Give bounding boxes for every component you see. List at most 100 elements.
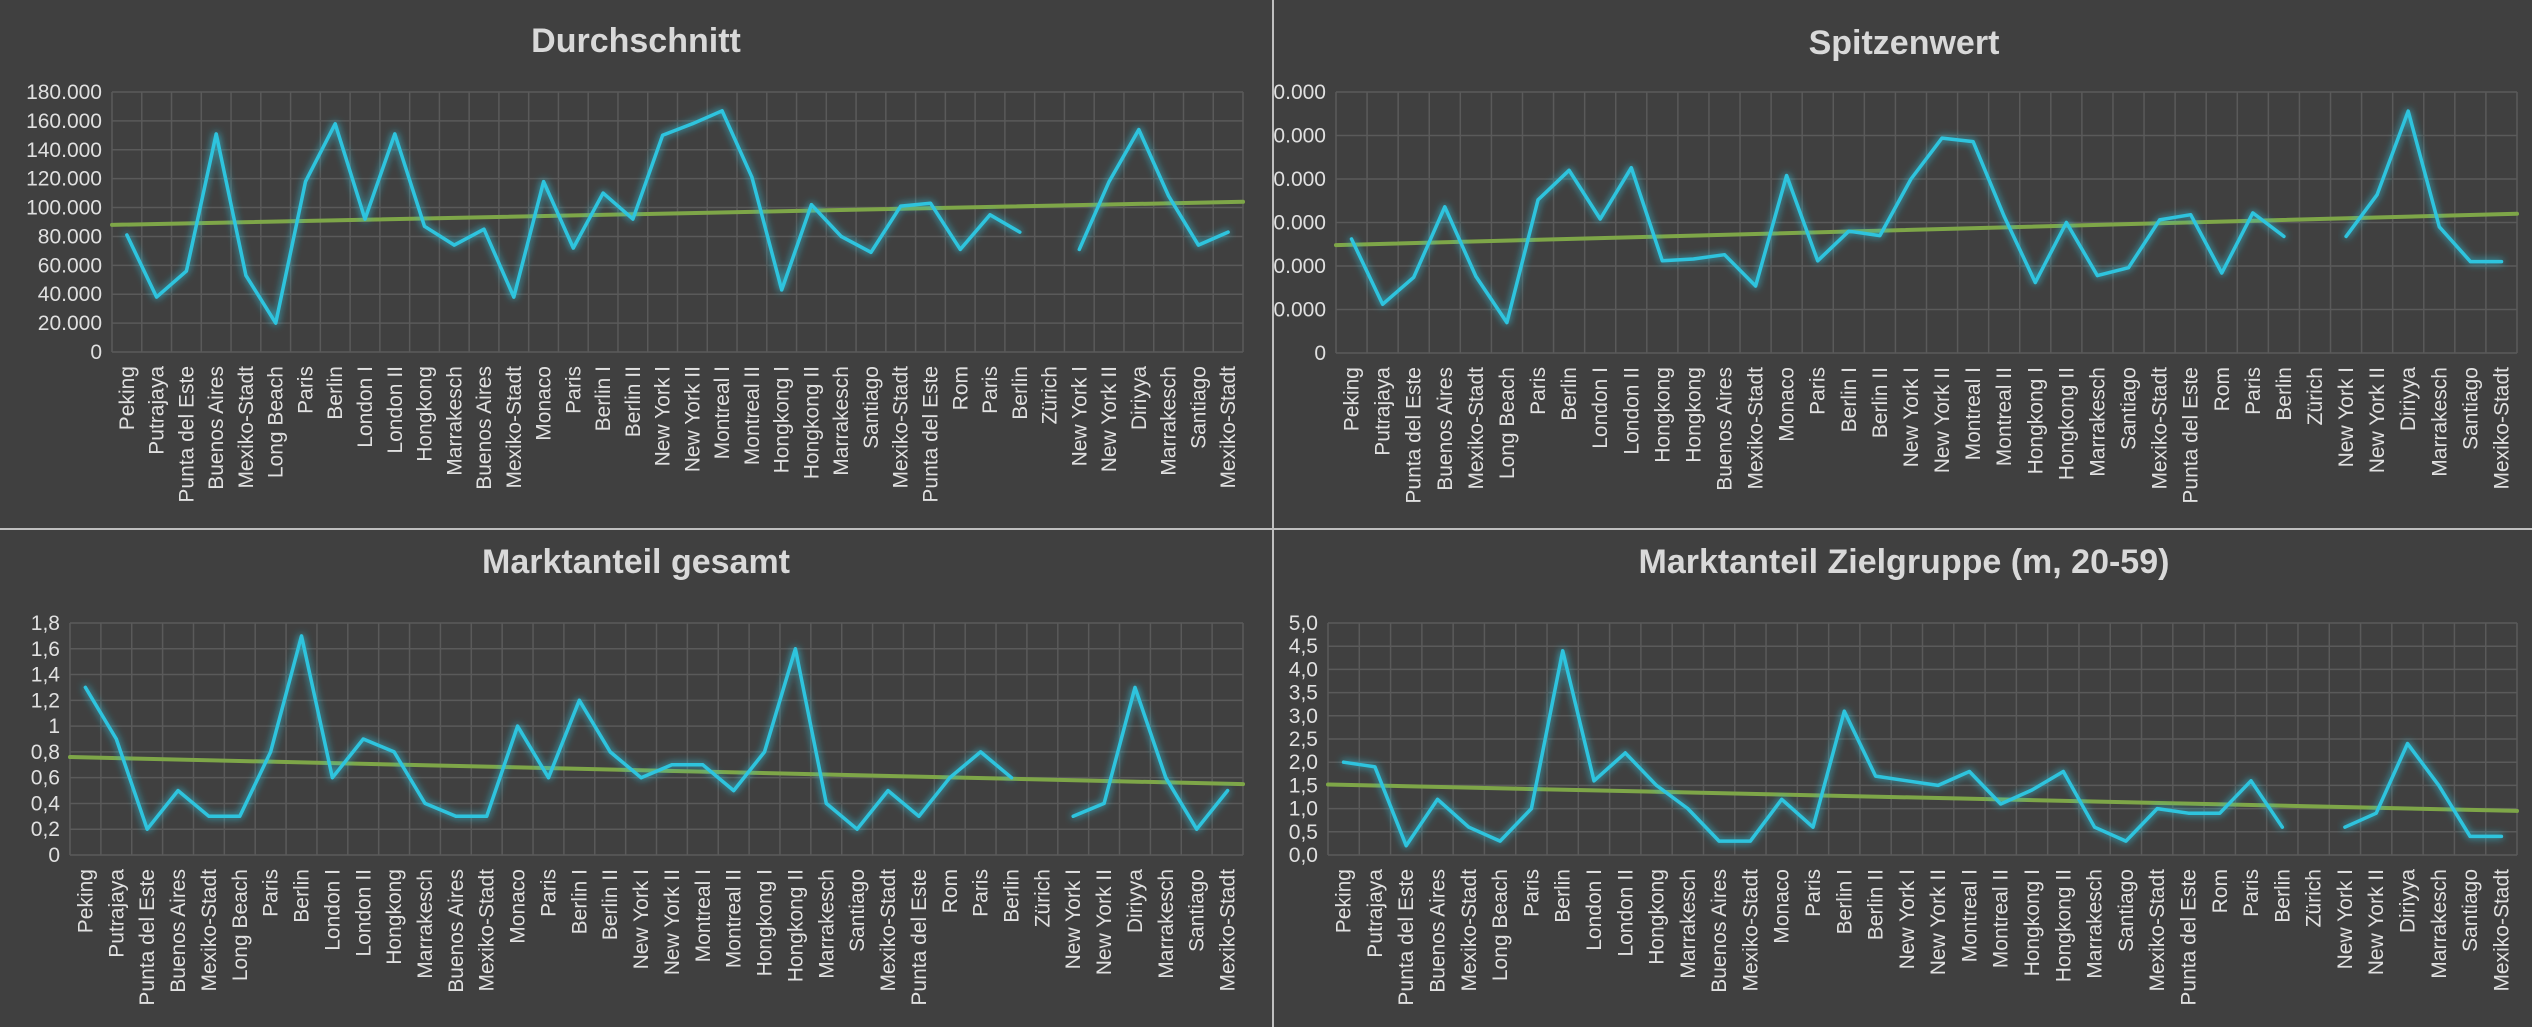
x-category-label: Berlin I [568, 869, 591, 934]
x-category-label: New York II [1093, 869, 1116, 975]
x-category-label: New York I [2335, 367, 2358, 467]
x-category-label: Mexiko-Stadt [1465, 367, 1488, 490]
x-category-label: Hongkong [1646, 869, 1669, 965]
y-tick-label: 4,5 [1289, 635, 1318, 658]
x-category-label: Paris [1520, 869, 1543, 917]
x-category-label: Hongkong II [2052, 869, 2075, 982]
x-category-label: Zürich [1031, 869, 1054, 927]
x-category-label: New York II [661, 869, 684, 975]
x-category-label: Berlin [1000, 869, 1023, 923]
x-category-label: Paris [970, 869, 993, 917]
x-category-label: Berlin [291, 869, 314, 923]
y-tick-label: 150.000 [1274, 212, 1326, 235]
x-category-label: Mexiko-Stadt [1217, 366, 1240, 489]
chart-spitzenwert: Spitzenwert 0 50.000 100.000 150.000 200.000 2… [1274, 0, 2532, 528]
x-category-label: Peking [1341, 367, 1364, 431]
x-category-label: Berlin I [592, 366, 615, 431]
x-category-label: Buenos Aires [473, 366, 496, 490]
x-category-label: Mexiko-Stadt [1739, 869, 1762, 992]
x-category-label: Paris [260, 869, 283, 917]
x-category-label: Marrakesch [2428, 367, 2451, 477]
y-tick-label: 200.000 [1274, 168, 1326, 191]
x-category-label: Buenos Aires [445, 869, 468, 993]
x-category-label: London II [1614, 869, 1637, 957]
y-tick-label: 0 [1314, 342, 1326, 365]
x-category-label: Putrajaya [146, 366, 169, 455]
x-category-label: Mexiko-Stadt [476, 869, 499, 992]
series-line [1341, 649, 2285, 848]
chart-title: Durchschnitt [531, 22, 741, 60]
y-tick-label: 250.000 [1274, 125, 1326, 148]
y-tick-label: 60.000 [38, 254, 102, 277]
x-category-label: Berlin I [1838, 367, 1861, 432]
y-tick-label: 140.000 [26, 139, 102, 162]
y-tick-label: 120.000 [26, 168, 102, 191]
y-tick-label: 1,4 [31, 664, 61, 687]
x-category-label: Peking [74, 869, 97, 933]
x-category-label: London II [352, 869, 375, 957]
x-category-label: Diriyya [2397, 367, 2420, 431]
x-category-label: Santiago [2459, 869, 2482, 952]
x-category-label: Punta del Este [908, 869, 931, 1006]
x-category-label: Marrakesch [2428, 869, 2451, 979]
x-category-label: New York I [1062, 869, 1085, 969]
x-category-label: Paris [1802, 869, 1825, 917]
x-category-label: Marrakesch [2086, 367, 2109, 477]
x-category-label: Buenos Aires [1708, 869, 1731, 993]
trend-line [1334, 211, 2519, 248]
x-category-label: Mexiko-Stadt [890, 366, 913, 489]
x-category-label: Paris [537, 869, 560, 917]
x-category-label: Buenos Aires [1434, 367, 1457, 491]
x-category-label: Punta del Este [919, 366, 942, 503]
chart-svg: Spitzenwert 0 50.000 100.000 150.000 200.000 2… [1274, 24, 2519, 504]
x-category-label: Hongkong I [2021, 869, 2044, 976]
y-tick-label: 5,0 [1289, 612, 1318, 635]
x-category-label: Hongkong [414, 366, 437, 462]
x-category-label: Peking [1333, 869, 1356, 933]
y-tick-label: 100.000 [26, 197, 102, 220]
y-tick-label: 3,5 [1289, 682, 1318, 705]
x-category-label: Marrakesch [830, 366, 853, 476]
x-category-label: New York II [1098, 366, 1121, 472]
x-category-label: Paris [2242, 367, 2265, 415]
x-category-label: Santiago [1186, 869, 1209, 952]
y-tick-label: 0 [48, 844, 60, 867]
y-tick-label: 3,0 [1289, 705, 1318, 728]
x-category-label: Montreal I [711, 366, 734, 459]
x-category-label: Mexiko-Stadt [877, 869, 900, 992]
x-category-label: New York II [2366, 367, 2389, 473]
x-category-label: Montreal II [1990, 869, 2013, 968]
x-category-label: Marrakesch [815, 869, 838, 979]
x-category-label: Zürich [2304, 367, 2327, 425]
y-tick-label: 1,6 [31, 638, 60, 661]
x-category-label: Marrakesch [2084, 869, 2107, 979]
x-category-label: Mexiko-Stadt [2490, 869, 2513, 992]
x-category-label: Monaco [533, 366, 556, 441]
x-category-label: London I [1589, 367, 1612, 449]
x-category-label: Mexiko-Stadt [2149, 367, 2172, 490]
trend-line [110, 199, 1245, 227]
x-category-label: Berlin [1558, 367, 1581, 421]
x-category-label: Montreal II [723, 869, 746, 968]
chart-svg: Marktanteil gesamt 0 0,2 0,40,6 0,8 1 1,21,4 1,… [31, 543, 1245, 1006]
x-category-label: Zürich [2303, 869, 2326, 927]
y-tick-label: 0,5 [1289, 821, 1318, 844]
x-category-label: Buenos Aires [1427, 869, 1450, 993]
x-category-label: Berlin II [599, 869, 622, 940]
x-category-label: Peking [116, 366, 139, 430]
x-category-label: New York II [681, 366, 704, 472]
chart-marktanteil-zielgruppe: Marktanteil Zielgruppe (m, 20-59) 0,0 0,5 1… [1274, 530, 2532, 1027]
x-category-label: Mexiko-Stadt [1217, 869, 1240, 992]
y-tick-label: 1,5 [1289, 774, 1318, 797]
y-tick-label: 300.000 [1274, 81, 1326, 104]
x-category-label: Monaco [1771, 869, 1794, 944]
y-tick-label: 0,8 [31, 741, 60, 764]
x-category-label: Mexiko-Stadt [1458, 869, 1481, 992]
y-tick-label: 80.000 [38, 225, 102, 248]
y-tick-label: 0,2 [31, 818, 60, 841]
x-category-label: Hongkong II [800, 366, 823, 479]
x-category-label: Hongkong [1651, 367, 1674, 463]
x-category-label: Montreal I [1962, 367, 1985, 460]
y-tick-label: 0,4 [31, 792, 61, 815]
x-category-label: Berlin [2271, 869, 2294, 923]
